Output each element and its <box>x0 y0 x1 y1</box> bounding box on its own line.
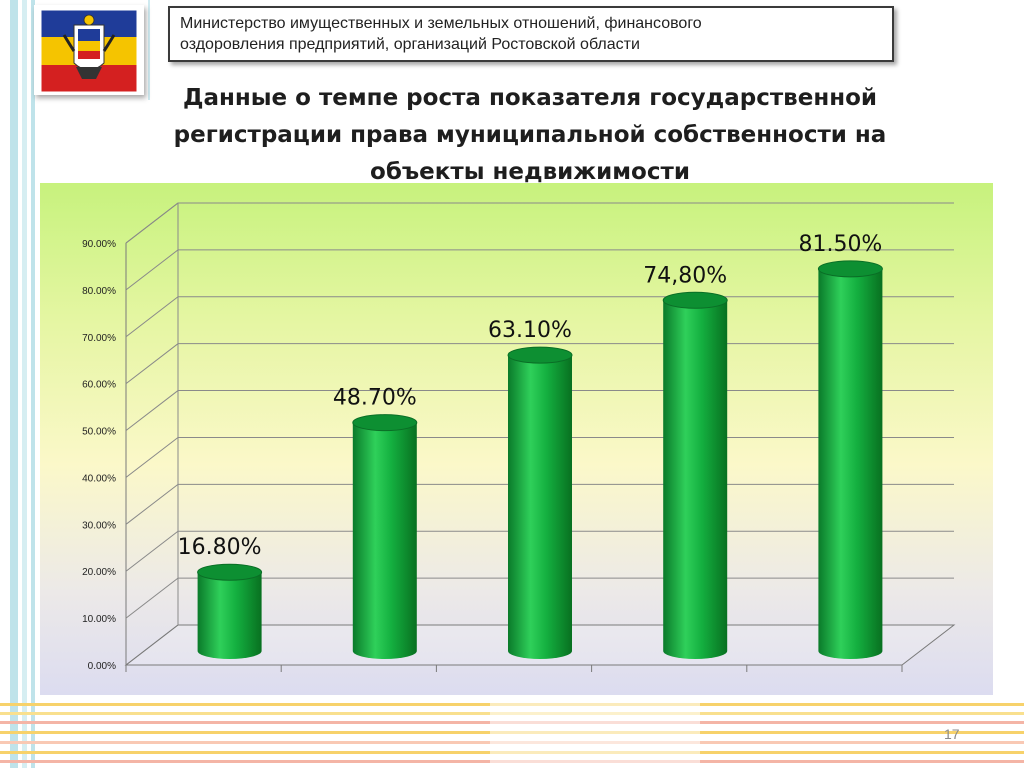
bar-top <box>197 563 263 581</box>
y-tick-label: 60.00% <box>82 380 116 391</box>
left-stripe <box>10 0 18 768</box>
bar-chart: 0.00% 10.00% 20.00% 30.00% 40.00% 50.00% 60.00… <box>82 202 956 672</box>
slide-title: Данные о темпе роста показателя государс… <box>150 80 910 191</box>
y-tick-label: 10.00% <box>82 614 116 625</box>
data-label: 48.70% <box>333 386 417 411</box>
y-tick-label: 80.00% <box>82 286 116 297</box>
data-label: 81.50% <box>798 232 882 257</box>
bar <box>508 355 572 659</box>
y-tick-label: 90.00% <box>82 239 116 250</box>
page-number: 17 <box>944 726 960 742</box>
y-tick-label: 20.00% <box>82 567 116 578</box>
y-tick-label: 40.00% <box>82 473 116 484</box>
bar <box>197 572 262 659</box>
data-label: 63.10% <box>488 318 572 343</box>
y-tick-label: 70.00% <box>82 333 116 344</box>
slide-title-line1: Данные о темпе роста показателя государс… <box>182 85 878 111</box>
left-stripe <box>22 0 27 768</box>
slide-title-line3: объекты недвижимости <box>370 159 690 185</box>
data-label: 74,80% <box>643 263 727 288</box>
bar-top <box>507 346 573 364</box>
bar <box>818 268 883 659</box>
bar <box>663 300 728 659</box>
bar-top <box>352 414 418 432</box>
coat-of-arms-icon <box>62 14 116 79</box>
y-tick-label: 30.00% <box>82 520 116 531</box>
y-tick-label: 50.00% <box>82 427 116 438</box>
ministry-name-line1: Министерство имущественных и земельных о… <box>180 15 702 32</box>
bar <box>352 422 417 659</box>
left-stripe <box>148 0 150 100</box>
slide-title-line2: регистрации права муниципальной собствен… <box>173 122 887 148</box>
left-stripe <box>31 0 35 768</box>
chart-panel: 0.00% 10.00% 20.00% 30.00% 40.00% 50.00% 60.00… <box>40 183 993 695</box>
bottom-stripe-block <box>490 702 700 768</box>
region-emblem <box>34 5 144 95</box>
data-label: 16.80% <box>178 535 262 560</box>
y-tick-label: 0.00% <box>88 661 116 672</box>
ministry-header: Министерство имущественных и земельных о… <box>168 6 894 62</box>
ministry-name-line2: оздоровления предприятий, организаций Ро… <box>180 36 640 53</box>
bar-top <box>817 260 883 278</box>
bar-top <box>662 291 728 309</box>
